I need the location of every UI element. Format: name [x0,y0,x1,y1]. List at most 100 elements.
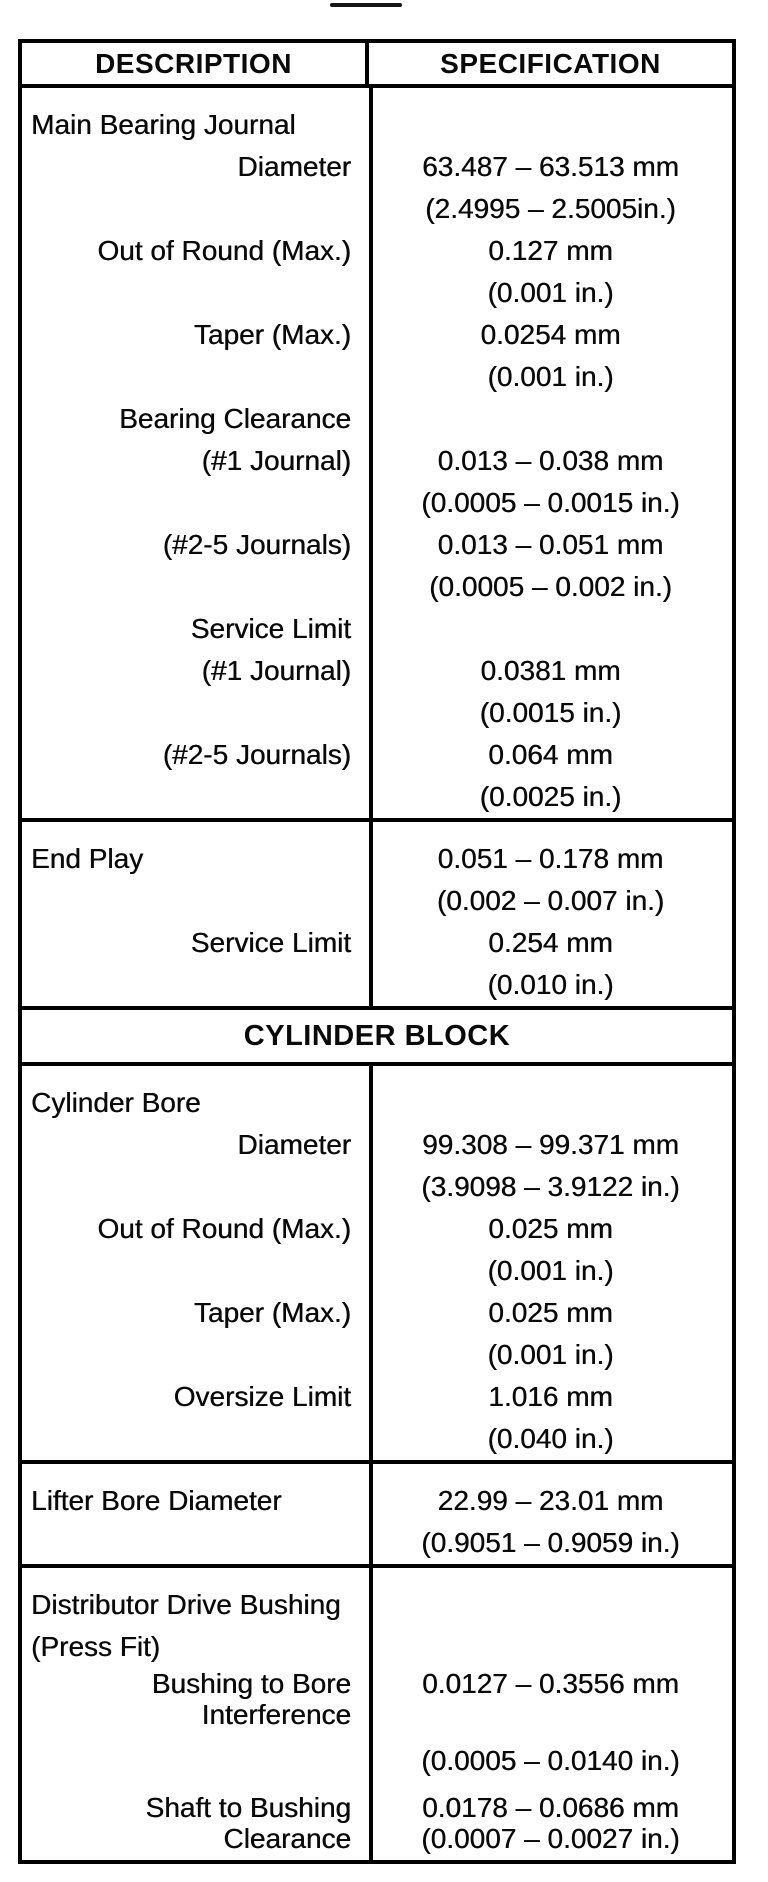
table-row: (#2-5 Journals) 0.013 – 0.051 mm [22,524,732,566]
description-cell: Diameter [237,1129,351,1160]
description-cell: Distributor Drive Bushing [31,1589,341,1620]
table-row: Service Limit [22,608,732,650]
specification-cell: (0.001 in.) [487,277,614,308]
specification-cell: (0.010 in.) [487,969,614,1000]
specification-cell: 63.487 – 63.513 mm [422,151,679,182]
specification-cell: 0.013 – 0.038 mm [437,445,664,476]
specification-cell: (0.9051 – 0.9059 in.) [421,1527,680,1558]
table-row: Bearing Clearance [22,398,732,440]
section-end-play: End Play 0.051 – 0.178 mm (0.002 – 0.007 i… [22,818,732,1006]
specification-cell: (3.9098 – 3.9122 in.) [421,1171,680,1202]
specification-cell: 0.0127 – 0.3556 mm [422,1668,679,1699]
table-row: (#1 Journal) 0.0381 mm [22,650,732,692]
table-row: (0.040 in.) [22,1418,732,1460]
description-cell: Taper (Max.) [193,319,351,350]
table-row: (0.0015 in.) [22,692,732,734]
table-row: Taper (Max.) 0.0254 mm [22,314,732,356]
column-divider [369,1568,373,1860]
description-cell: Service Limit [190,927,351,958]
specification-cell: 0.064 mm [488,739,613,770]
table-row: (0.001 in.) [22,272,732,314]
specification-cell: (2.4995 – 2.5005in.) [425,193,676,224]
description-cell: (#1 Journal) [201,655,351,686]
table-row: Shaft to Bushing Clearance 0.0178 – 0.0686… [22,1792,732,1854]
description-cell: Taper (Max.) [193,1297,351,1328]
description-cell: Bearing Clearance [119,403,351,434]
section-band-title: CYLINDER BLOCK [243,1019,511,1052]
section-cylinder-block-band: CYLINDER BLOCK [22,1006,732,1062]
description-cell: Lifter Bore Diameter [31,1485,282,1516]
table-row: (0.0005 – 0.002 in.) [22,566,732,608]
table-row: (#1 Journal) 0.013 – 0.038 mm [22,440,732,482]
table-row: (0.010 in.) [22,964,732,1006]
specification-cell: (0.0005 – 0.0015 in.) [421,487,680,518]
specification-cell: (0.0025 in.) [479,781,622,812]
column-divider [369,822,373,1006]
table-row: (0.0025 in.) [22,776,732,818]
table-row: (#2-5 Journals) 0.064 mm [22,734,732,776]
column-divider [369,1464,373,1564]
table-row: Diameter 99.308 – 99.371 mm [22,1124,732,1166]
table-row: (0.9051 – 0.9059 in.) [22,1522,732,1564]
table-row: Taper (Max.) 0.025 mm [22,1292,732,1334]
specification-cell: (0.001 in.) [487,1339,614,1370]
description-cell: Out of Round (Max.) [97,235,351,266]
specification-cell: (0.040 in.) [487,1423,614,1454]
description-cell: (#2-5 Journals) [162,739,351,770]
specification-cell: (0.0005 – 0.002 in.) [429,571,672,602]
section-main-bearing-journal: Main Bearing Journal Diameter 63.487 – 63.… [22,84,732,818]
specification-cell: 0.025 mm [488,1213,613,1244]
description-cell: (Press Fit) [31,1631,161,1662]
description-cell: Shaft to Bushing Clearance [145,1792,351,1854]
section-distributor-drive-bushing: Distributor Drive Bushing (Press Fit) Bush… [22,1564,732,1860]
table-row: (0.0005 – 0.0015 in.) [22,482,732,524]
table-row: (0.002 – 0.007 in.) [22,880,732,922]
description-cell: Diameter [237,151,351,182]
specification-cell: (0.0015 in.) [479,697,622,728]
description-cell: Service Limit [190,613,351,644]
section-lifter-bore: Lifter Bore Diameter 22.99 – 23.01 mm (0.9… [22,1460,732,1564]
table-row: Distributor Drive Bushing [22,1584,732,1626]
specification-cell: 0.013 – 0.051 mm [437,529,664,560]
specification-cell: (0.001 in.) [487,1255,614,1286]
column-header-description: DESCRIPTION [22,43,369,84]
description-cell: Bushing to Bore Interference [151,1668,351,1730]
table-row: Service Limit 0.254 mm [22,922,732,964]
table-row: Lifter Bore Diameter 22.99 – 23.01 mm [22,1480,732,1522]
description-cell: (#2-5 Journals) [162,529,351,560]
table-row: Oversize Limit 1.016 mm [22,1376,732,1418]
table-row: (3.9098 – 3.9122 in.) [22,1166,732,1208]
table-row: Diameter 63.487 – 63.513 mm [22,146,732,188]
table-row: Cylinder Bore [22,1082,732,1124]
description-cell: Cylinder Bore [31,1087,201,1118]
table-row: End Play 0.051 – 0.178 mm [22,838,732,880]
specification-table: DESCRIPTION SPECIFICATION Main Bearing J… [18,39,736,1864]
specification-cell: 22.99 – 23.01 mm [437,1485,664,1516]
description-cell: Oversize Limit [173,1381,351,1412]
specification-cell: (0.002 – 0.007 in.) [436,885,665,916]
specification-cell: 0.051 – 0.178 mm [437,843,664,874]
table-row: (2.4995 – 2.5005in.) [22,188,732,230]
column-header-specification: SPECIFICATION [440,47,661,79]
table-row: Out of Round (Max.) 0.025 mm [22,1208,732,1250]
specification-cell: 0.127 mm [488,235,613,266]
specification-cell: 0.0381 mm [480,655,621,686]
specification-cell: 0.025 mm [488,1297,613,1328]
column-divider [369,88,373,818]
description-cell: Out of Round (Max.) [97,1213,351,1244]
table-row: Out of Round (Max.) 0.127 mm [22,230,732,272]
table-header-row: DESCRIPTION SPECIFICATION [22,43,732,84]
table-row: (Press Fit) [22,1626,732,1668]
specification-cell: 1.016 mm [488,1381,613,1412]
table-row: (0.001 in.) [22,1334,732,1376]
table-body: Main Bearing Journal Diameter 63.487 – 63.… [22,84,732,1860]
specification-cell: (0.0005 – 0.0140 in.) [421,1745,680,1776]
description-cell: (#1 Journal) [201,445,351,476]
specification-cell: 99.308 – 99.371 mm [422,1129,679,1160]
table-row: Bushing to Bore Interference 0.0127 – 0.35… [22,1668,732,1730]
scan-artifact [330,3,402,7]
specification-cell: (0.001 in.) [487,361,614,392]
specification-cell: 0.0178 – 0.0686 mm (0.0007 – 0.0027 in.) [421,1792,680,1854]
description-cell: Main Bearing Journal [31,109,296,140]
